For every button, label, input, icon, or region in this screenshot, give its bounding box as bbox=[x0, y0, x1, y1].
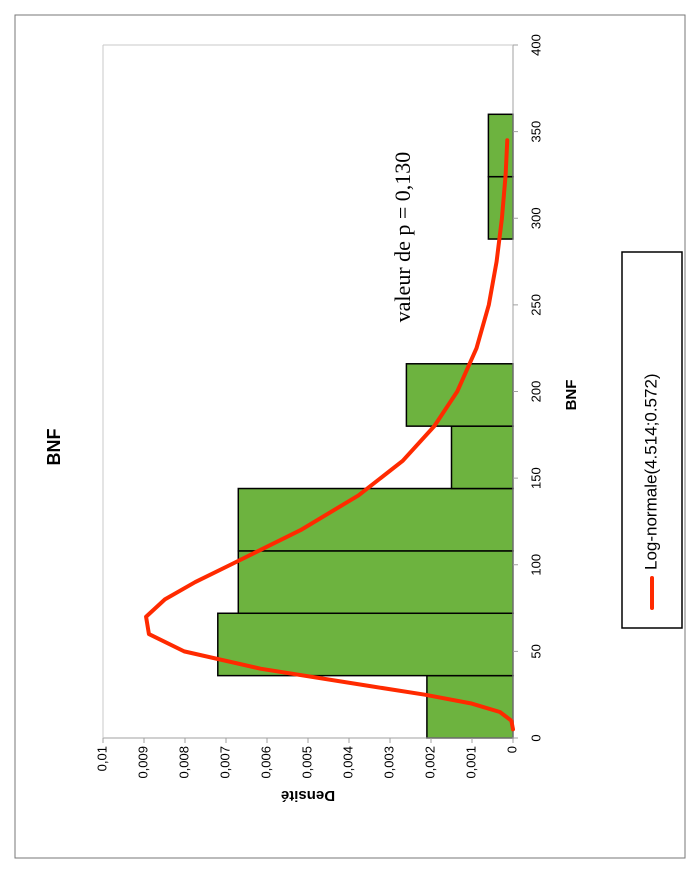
chart-border bbox=[14, 14, 686, 859]
y-tick-label: 0,003 bbox=[381, 746, 396, 779]
x-tick-label: 200 bbox=[528, 381, 543, 403]
density-curve bbox=[144, 138, 515, 732]
y-tick-label: 0,001 bbox=[463, 746, 478, 779]
x-tick-label: 300 bbox=[528, 207, 543, 229]
y-tick-label: 0,009 bbox=[135, 746, 150, 779]
y-tick-label: 0,006 bbox=[258, 746, 273, 779]
y-tick-label: 0,005 bbox=[299, 746, 314, 779]
x-tick-label: 400 bbox=[528, 34, 543, 56]
y-tick-label: 0 bbox=[504, 746, 519, 753]
x-tick-label: 0 bbox=[528, 734, 543, 741]
x-axis-label: BNF bbox=[563, 380, 580, 411]
legend-label: Log-normale(4.514;0.572) bbox=[641, 373, 660, 570]
y-tick-label: 0,01 bbox=[94, 746, 109, 771]
x-tick-label: 50 bbox=[528, 644, 543, 658]
y-tick-label: 0,002 bbox=[422, 746, 437, 779]
bar bbox=[405, 363, 514, 427]
annotation: valeur de p = 0,130 bbox=[390, 152, 415, 323]
x-tick-label: 250 bbox=[528, 294, 543, 316]
bar bbox=[450, 425, 514, 490]
x-tick-label: 150 bbox=[528, 467, 543, 489]
chart-title: BNF bbox=[44, 429, 64, 466]
legend-box bbox=[621, 251, 683, 629]
x-tick-label: 350 bbox=[528, 121, 543, 143]
rotated-chart: BNF BNF Densité valeur de p = 0,130 0 0,0… bbox=[14, 14, 686, 859]
y-tick-label: 0,004 bbox=[340, 746, 355, 779]
x-tick-label: 100 bbox=[528, 554, 543, 576]
bar bbox=[426, 674, 514, 739]
y-tick-label: 0,007 bbox=[217, 746, 232, 779]
bar bbox=[217, 612, 514, 677]
y-tick-label: 0,008 bbox=[176, 746, 191, 779]
bar bbox=[237, 550, 514, 615]
bar bbox=[487, 113, 514, 178]
y-axis-label: Densité bbox=[281, 787, 335, 804]
